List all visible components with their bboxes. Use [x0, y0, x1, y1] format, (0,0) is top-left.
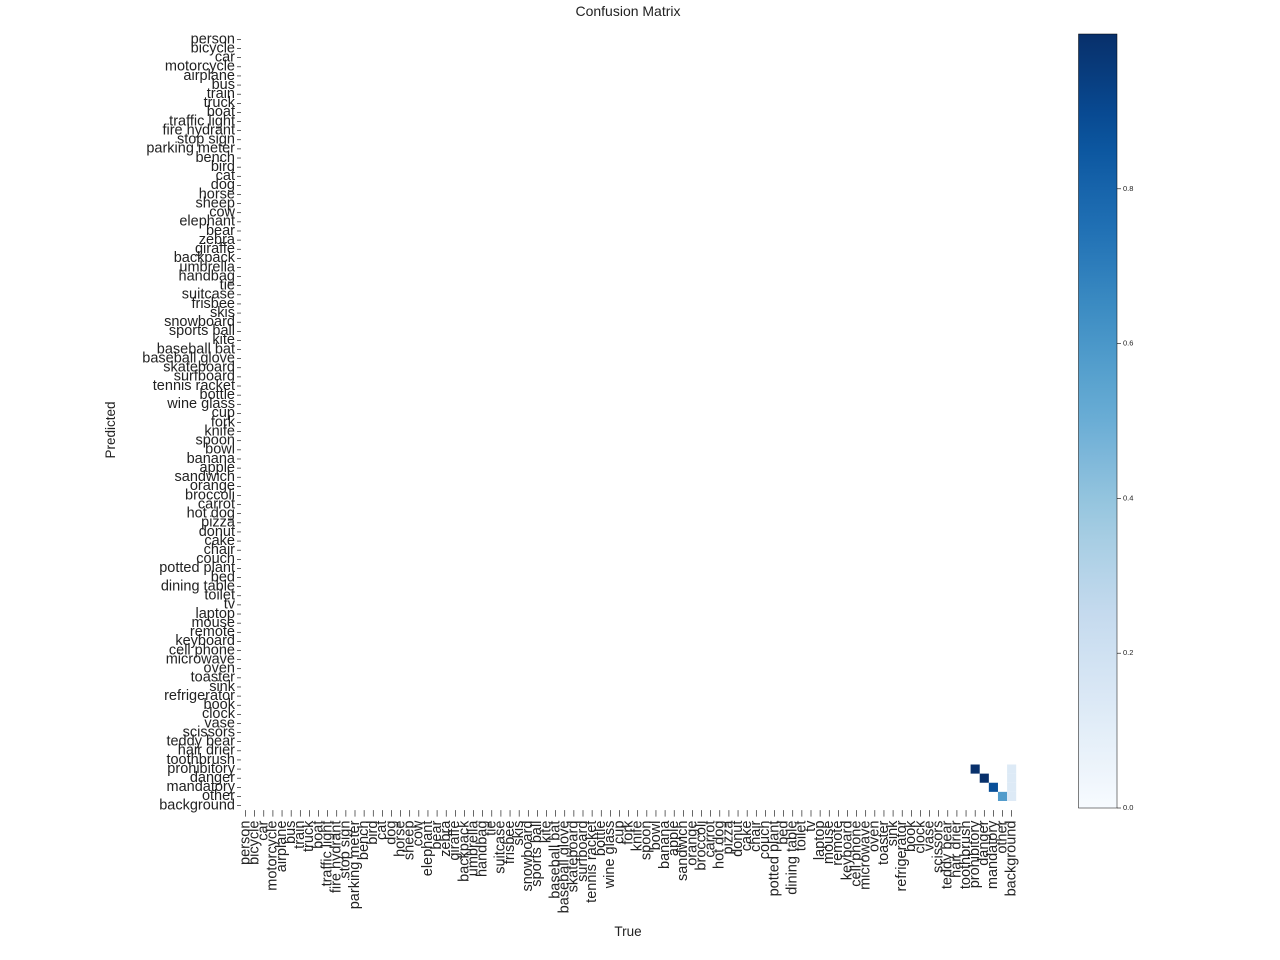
svg-text:0.4: 0.4: [1123, 493, 1133, 502]
svg-text:0.0: 0.0: [1123, 803, 1133, 812]
svg-text:background: background: [1003, 821, 1019, 897]
svg-text:True: True: [614, 924, 641, 939]
svg-text:0.8: 0.8: [1123, 184, 1133, 193]
svg-text:0.2: 0.2: [1123, 648, 1133, 657]
svg-text:Predicted: Predicted: [103, 401, 118, 458]
svg-text:Confusion Matrix: Confusion Matrix: [575, 3, 680, 19]
svg-text:background: background: [159, 797, 235, 813]
svg-text:0.6: 0.6: [1123, 339, 1133, 348]
